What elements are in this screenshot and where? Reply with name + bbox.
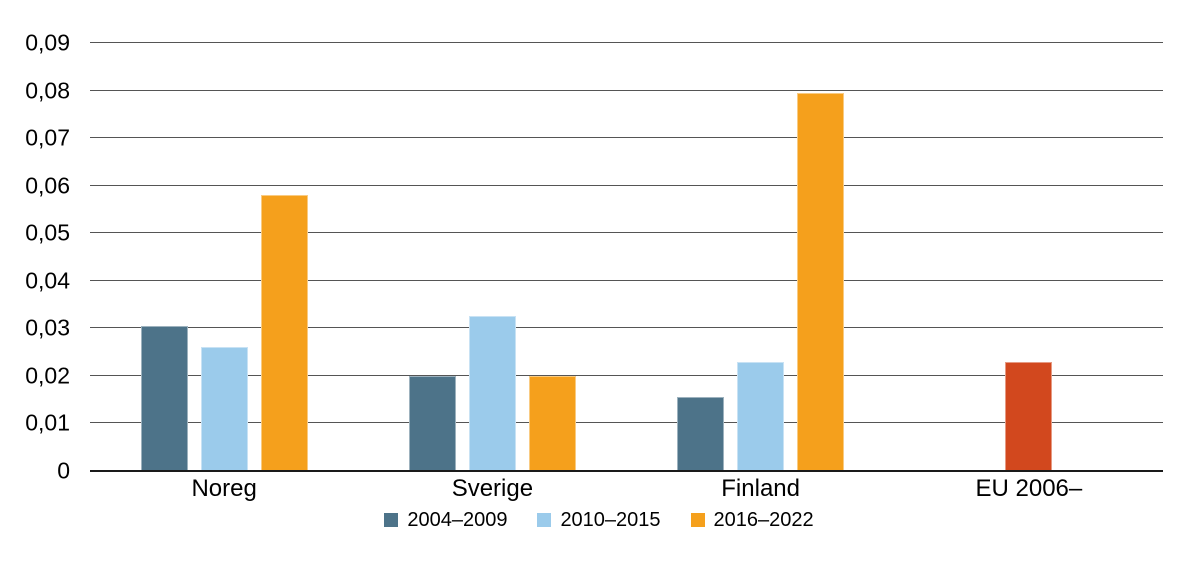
y-tick-label: 0,08 bbox=[25, 77, 70, 104]
y-tick-label: 0 bbox=[57, 457, 70, 484]
gridline bbox=[90, 137, 1163, 139]
bar-group-sverige bbox=[358, 43, 626, 471]
legend-label: 2016–2022 bbox=[713, 509, 814, 531]
legend: 2004–2009 2010–2015 2016–2022 bbox=[0, 510, 1198, 530]
legend-item: 2004–2009 bbox=[384, 510, 507, 530]
x-category-label: Finland bbox=[721, 475, 800, 502]
legend-item: 2010–2015 bbox=[537, 509, 661, 531]
legend-swatch-icon bbox=[690, 513, 705, 527]
legend-swatch-icon bbox=[537, 513, 552, 527]
bar bbox=[677, 397, 725, 471]
bar-group-finland bbox=[627, 43, 895, 471]
y-tick-label: 0,01 bbox=[25, 409, 70, 436]
legend-label: 2010–2015 bbox=[560, 509, 661, 531]
bar bbox=[260, 195, 308, 471]
bar bbox=[408, 375, 456, 471]
y-tick-label: 0,03 bbox=[25, 314, 70, 341]
x-category-label: Noreg bbox=[191, 475, 257, 502]
y-tick-label: 0,02 bbox=[25, 362, 70, 389]
gridline bbox=[90, 42, 1163, 43]
bar-group-eu-2006- bbox=[895, 43, 1163, 471]
bar bbox=[737, 361, 785, 471]
bar bbox=[468, 316, 516, 471]
bar bbox=[528, 375, 576, 471]
gridline bbox=[90, 89, 1163, 91]
gridline bbox=[90, 374, 1163, 376]
x-axis-labels: Noreg Sverige Finland EU 2006– bbox=[90, 475, 1163, 502]
legend-swatch-icon bbox=[384, 513, 399, 527]
y-tick-label: 0,07 bbox=[25, 124, 70, 151]
legend-item: 2016–2022 bbox=[690, 509, 814, 531]
gridline bbox=[90, 422, 1163, 424]
legend-label: 2004–2009 bbox=[407, 509, 508, 531]
x-axis-line bbox=[90, 470, 1163, 472]
x-category-label: EU 2006– bbox=[975, 475, 1083, 502]
bar bbox=[200, 347, 248, 471]
gridline bbox=[90, 279, 1163, 281]
gridline bbox=[90, 327, 1163, 329]
bar-groups bbox=[90, 43, 1163, 471]
bar bbox=[1005, 361, 1053, 471]
bar-group-noreg bbox=[90, 43, 358, 471]
bar bbox=[140, 325, 188, 471]
bar bbox=[797, 92, 845, 471]
y-tick-label: 0,05 bbox=[25, 219, 70, 246]
y-tick-label: 0,09 bbox=[25, 29, 70, 56]
gridline bbox=[90, 184, 1163, 186]
plot-area bbox=[90, 42, 1163, 472]
gridline bbox=[90, 232, 1163, 234]
y-tick-label: 0,04 bbox=[25, 267, 70, 294]
x-category-label: Sverige bbox=[451, 475, 534, 502]
y-axis-labels: 0 0,01 0,02 0,03 0,04 0,05 0,06 0,07 0,08 0,09 bbox=[0, 31, 70, 482]
y-tick-label: 0,06 bbox=[25, 172, 70, 199]
